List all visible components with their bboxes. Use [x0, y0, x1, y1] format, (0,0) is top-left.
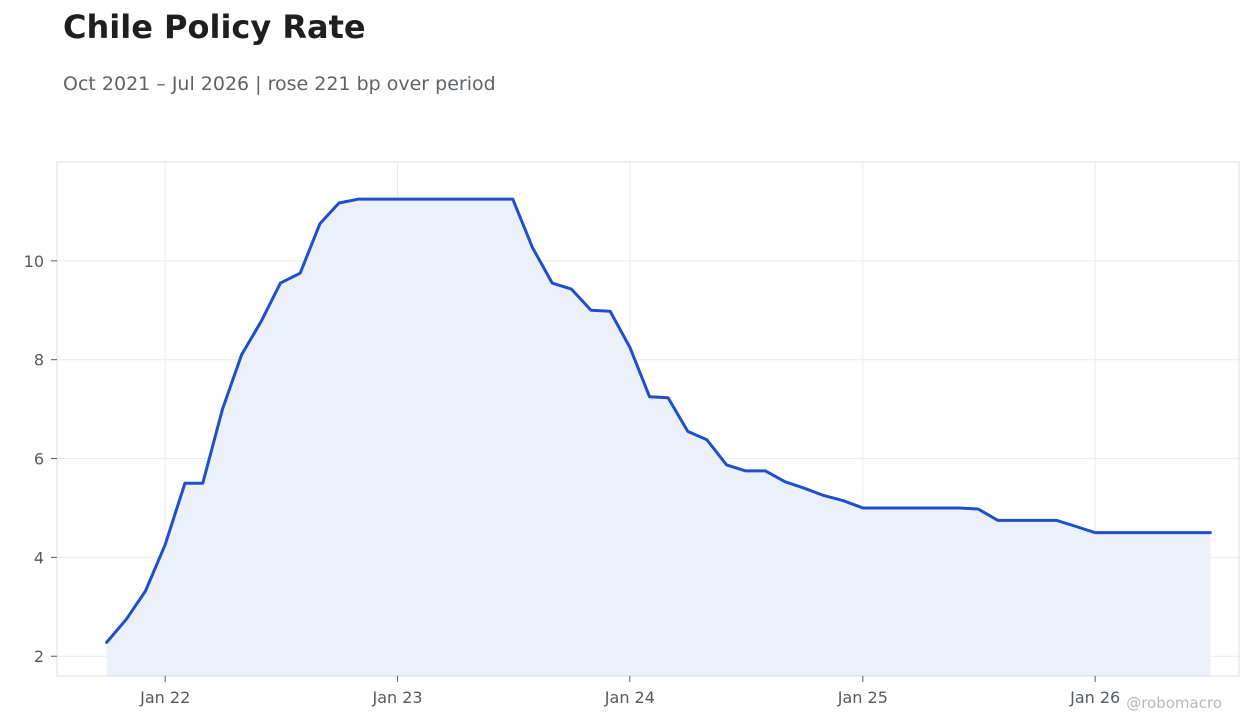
y-tick-label: 10: [24, 252, 44, 271]
data-point: [764, 469, 767, 472]
data-point: [221, 408, 224, 411]
data-point: [938, 506, 941, 509]
data-point: [1190, 531, 1193, 534]
data-point: [201, 482, 204, 485]
data-point: [531, 246, 534, 249]
data-point: [996, 519, 999, 522]
y-tick-label: 6: [34, 450, 44, 469]
data-point: [551, 282, 554, 285]
data-point: [977, 507, 980, 510]
chart-subtitle: Oct 2021 – Jul 2026 | rose 221 bp over p…: [63, 73, 496, 95]
x-tick-label: Jan 24: [604, 688, 655, 707]
data-point: [125, 618, 128, 621]
watermark: @robomacro: [1126, 694, 1222, 712]
data-point: [881, 506, 884, 509]
data-point: [1055, 519, 1058, 522]
data-point: [570, 288, 573, 291]
data-point: [396, 198, 399, 201]
data-point: [861, 506, 864, 509]
data-point: [1074, 525, 1077, 528]
data-point: [105, 641, 108, 644]
data-point: [416, 198, 419, 201]
data-point: [686, 430, 689, 433]
data-point: [260, 320, 263, 323]
data-point: [299, 272, 302, 275]
data-point: [1209, 531, 1212, 534]
data-point: [1035, 519, 1038, 522]
data-point: [842, 499, 845, 502]
data-point: [957, 506, 960, 509]
series-line: [105, 197, 1212, 644]
x-tick-label: Jan 22: [139, 688, 190, 707]
data-point: [357, 198, 360, 201]
data-point: [492, 198, 495, 201]
data-point: [648, 395, 651, 398]
x-tick-label: Jan 26: [1069, 688, 1120, 707]
data-point: [1113, 531, 1116, 534]
data-point: [434, 198, 437, 201]
y-tick-label: 4: [34, 548, 44, 567]
line-layer: [105, 197, 1212, 644]
data-point: [453, 198, 456, 201]
data-point: [1016, 519, 1019, 522]
data-point: [472, 198, 475, 201]
data-point: [1131, 531, 1134, 534]
data-point: [240, 353, 243, 356]
data-point: [1094, 531, 1097, 534]
data-point: [784, 480, 787, 483]
data-point: [803, 487, 806, 490]
data-point: [164, 543, 167, 546]
data-point: [705, 438, 708, 441]
data-point: [744, 469, 747, 472]
data-point: [725, 463, 728, 466]
data-point: [822, 494, 825, 497]
data-point: [628, 346, 631, 349]
data-point: [511, 198, 514, 201]
series-area: [106, 199, 1211, 676]
data-point: [590, 309, 593, 312]
data-point: [667, 396, 670, 399]
y-tick-label: 2: [34, 647, 44, 666]
data-point: [337, 202, 340, 205]
data-point: [609, 310, 612, 313]
data-point: [1151, 531, 1154, 534]
y-tick-label: 8: [34, 351, 44, 370]
axes: 2 4 6 8 10 Jan 22 Jan 23 Jan 24 Jan 25 Jan 26: [24, 161, 1240, 707]
x-tick-label: Jan 25: [837, 688, 888, 707]
data-point: [318, 222, 321, 225]
data-point: [919, 506, 922, 509]
data-point: [279, 282, 282, 285]
data-point: [1170, 531, 1173, 534]
data-point: [144, 589, 147, 592]
data-point: [376, 198, 379, 201]
area-layer: [106, 199, 1211, 676]
data-point: [899, 506, 902, 509]
x-tick-label: Jan 23: [371, 688, 422, 707]
data-point: [183, 482, 186, 485]
chart-title: Chile Policy Rate: [63, 8, 366, 46]
plot-frame: [56, 161, 1240, 677]
